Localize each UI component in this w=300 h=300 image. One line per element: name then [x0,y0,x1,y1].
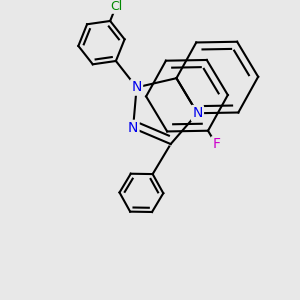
Text: N: N [131,80,142,94]
Text: N: N [128,121,138,135]
Text: F: F [212,137,220,152]
Text: Cl: Cl [110,0,122,13]
Text: N: N [192,106,203,120]
